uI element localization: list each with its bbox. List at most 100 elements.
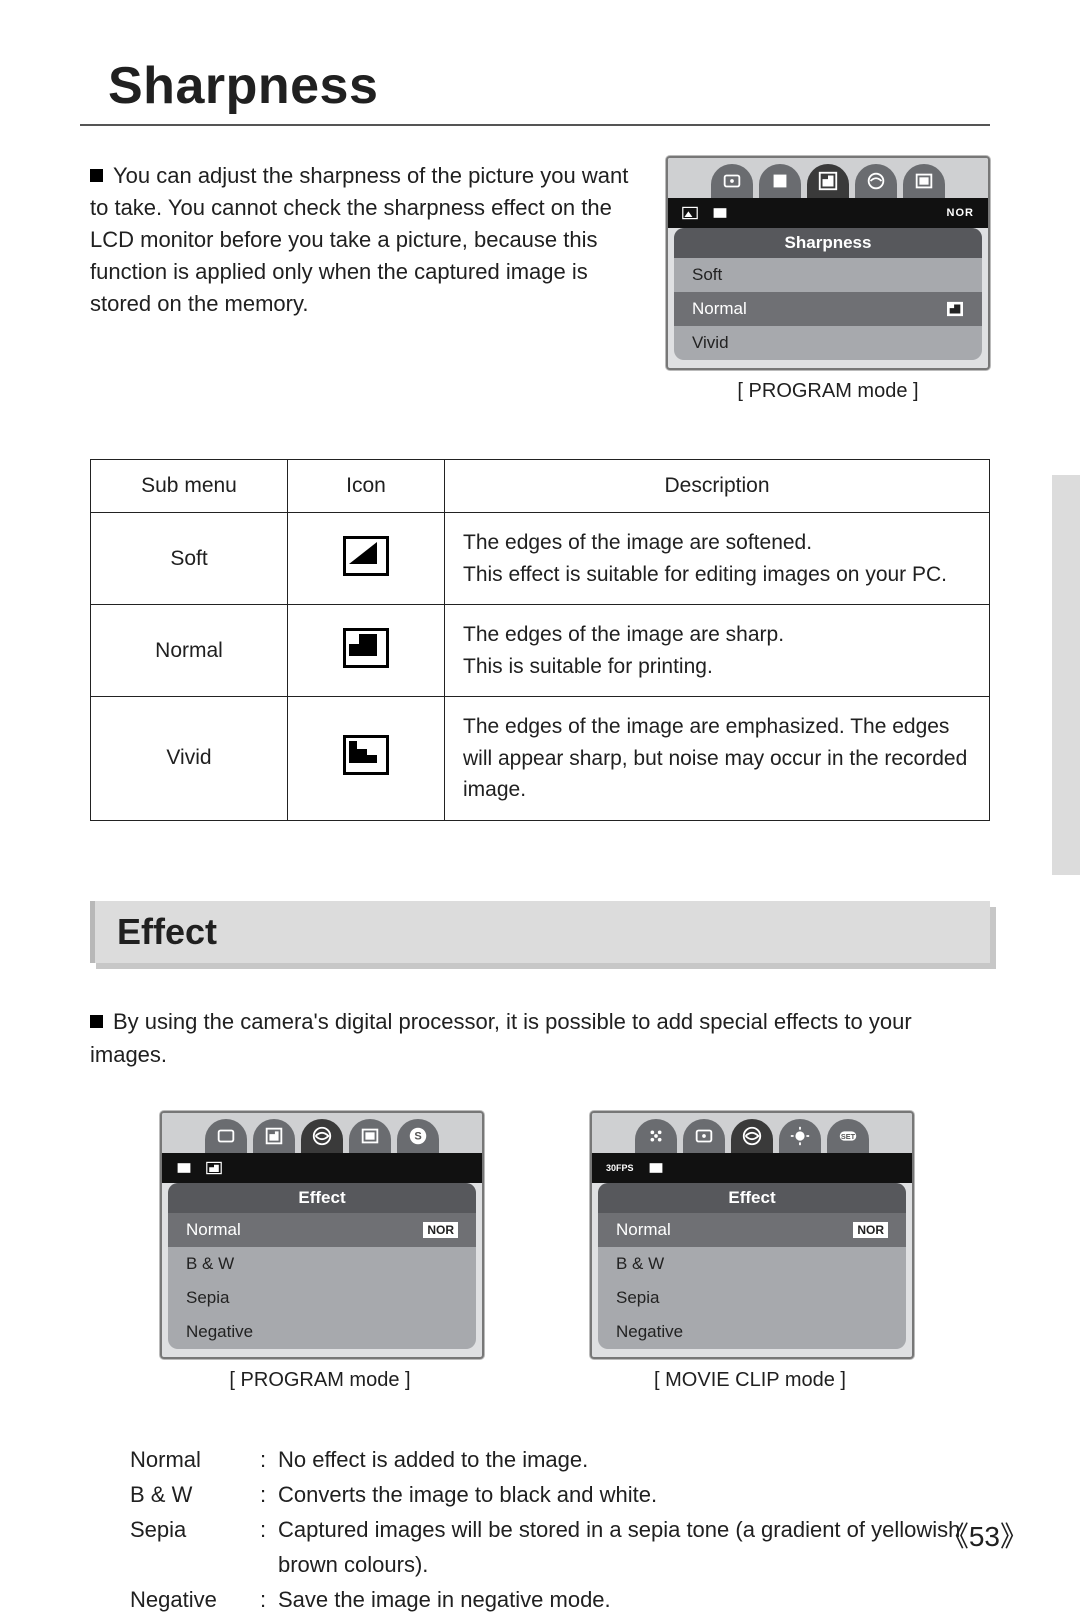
table-row: Normal The edges of the image are sharp.… xyxy=(91,605,990,697)
lcd-tab-icon xyxy=(253,1119,295,1153)
table-cell-desc: The edges of the image are emphasized. T… xyxy=(445,697,990,821)
definition-desc: No effect is added to the image. xyxy=(278,1442,990,1477)
lcd-nor-label: NOR xyxy=(947,207,974,219)
effect-intro: By using the camera's digital processor,… xyxy=(90,1005,990,1071)
lcd-selected-tag: NOR xyxy=(423,1222,458,1238)
lcd-panel-title: Effect xyxy=(168,1183,476,1213)
lcd-blackbar: 30FPS xyxy=(592,1153,912,1183)
lcd-panel-title: Effect xyxy=(598,1183,906,1213)
page-number: 《53》 xyxy=(941,1515,1028,1555)
effect-lcd2: SET 30FPS Effect Normal NOR B & W Sepia … xyxy=(590,1111,914,1359)
lcd-tab-icon xyxy=(301,1119,343,1153)
definition-colon: : xyxy=(260,1582,278,1617)
effect-lcd-row: S Effect Normal NOR B & W Sepia Negative xyxy=(90,1111,990,1392)
mini-icon xyxy=(206,1161,222,1175)
sharpness-icon xyxy=(946,301,964,317)
sharpness-table: Sub menu Icon Description Soft The edges… xyxy=(90,459,990,821)
lcd-option-label: Normal xyxy=(692,299,747,319)
effect-lcd1-wrap: S Effect Normal NOR B & W Sepia Negative xyxy=(160,1111,480,1392)
vivid-icon xyxy=(343,735,389,775)
table-cell-desc: The edges of the image are softened. Thi… xyxy=(445,513,990,605)
lcd-option-selected: Normal xyxy=(674,292,982,326)
lcd-tab-icon xyxy=(683,1119,725,1153)
table-cell-icon xyxy=(288,697,445,821)
soft-icon xyxy=(343,536,389,576)
effect-definitions: Normal : No effect is added to the image… xyxy=(90,1442,990,1617)
lcd-option: B & W xyxy=(598,1247,906,1281)
effect-title-text: Effect xyxy=(117,911,217,953)
lcd-blackbar: NOR xyxy=(668,198,988,228)
lcd-caption: [ MOVIE CLIP mode ] xyxy=(590,1369,910,1392)
lcd-fps-label: 30FPS xyxy=(606,1163,634,1173)
table-row: Soft The edges of the image are softened… xyxy=(91,513,990,605)
table-cell-name: Vivid xyxy=(91,697,288,821)
intro-body: You can adjust the sharpness of the pict… xyxy=(90,163,628,316)
mini-icon xyxy=(682,206,698,220)
definition-row: Normal : No effect is added to the image… xyxy=(130,1442,990,1477)
definition-desc: Save the image in negative mode. xyxy=(278,1582,990,1617)
mini-icon xyxy=(176,1161,192,1175)
definition-term: Sepia xyxy=(130,1512,260,1582)
definition-row: Negative : Save the image in negative mo… xyxy=(130,1582,990,1617)
definition-desc: Captured images will be stored in a sepi… xyxy=(278,1512,990,1582)
lcd-panel: Effect Normal NOR B & W Sepia Negative xyxy=(598,1183,906,1349)
lcd-option: Negative xyxy=(168,1315,476,1349)
lcd-tab-icon: S xyxy=(397,1119,439,1153)
table-cell-icon xyxy=(288,513,445,605)
title-area: Sharpness xyxy=(90,24,990,126)
sharpness-lcd: NOR Sharpness Soft Normal Vivid xyxy=(666,156,990,370)
lcd-tab-icon xyxy=(903,164,945,198)
effect-intro-text: By using the camera's digital processor,… xyxy=(90,1009,912,1067)
lcd-panel: Sharpness Soft Normal Vivid xyxy=(674,228,982,360)
lcd-option: Vivid xyxy=(674,326,982,360)
lcd-option: Soft xyxy=(674,258,982,292)
lcd-tab-icon xyxy=(205,1119,247,1153)
lcd-tabs xyxy=(668,158,988,198)
lcd-option: Sepia xyxy=(168,1281,476,1315)
svg-text:SET: SET xyxy=(841,1131,856,1140)
table-cell-desc: The edges of the image are sharp. This i… xyxy=(445,605,990,697)
svg-text:S: S xyxy=(414,1130,421,1142)
lcd-panel-title: Sharpness xyxy=(674,228,982,258)
effect-lcd2-wrap: SET 30FPS Effect Normal NOR B & W Sepia … xyxy=(590,1111,910,1392)
lcd-option: B & W xyxy=(168,1247,476,1281)
definition-desc: Converts the image to black and white. xyxy=(278,1477,990,1512)
page-title: Sharpness xyxy=(108,56,378,116)
lcd-tab-icon xyxy=(635,1119,677,1153)
table-header: Sub menu xyxy=(91,460,288,513)
bullet-icon xyxy=(90,1015,103,1028)
lcd-tabs: SET xyxy=(592,1113,912,1153)
lcd-tab-icon xyxy=(731,1119,773,1153)
table-cell-icon xyxy=(288,605,445,697)
table-header: Icon xyxy=(288,460,445,513)
side-tab xyxy=(1052,475,1080,875)
lcd-tab-icon xyxy=(779,1119,821,1153)
lcd-tabs: S xyxy=(162,1113,482,1153)
definition-row: Sepia : Captured images will be stored i… xyxy=(130,1512,990,1582)
lcd-panel: Effect Normal NOR B & W Sepia Negative xyxy=(168,1183,476,1349)
table-cell-name: Soft xyxy=(91,513,288,605)
normal-icon xyxy=(343,628,389,668)
table-header: Description xyxy=(445,460,990,513)
table-row: Vivid The edges of the image are emphasi… xyxy=(91,697,990,821)
definition-term: B & W xyxy=(130,1477,260,1512)
lcd-caption: [ PROGRAM mode ] xyxy=(160,1369,480,1392)
lcd-tab-icon xyxy=(349,1119,391,1153)
definition-colon: : xyxy=(260,1477,278,1512)
definition-term: Negative xyxy=(130,1582,260,1617)
mini-icon xyxy=(648,1161,664,1175)
definition-colon: : xyxy=(260,1512,278,1582)
lcd-caption: [ PROGRAM mode ] xyxy=(666,380,990,403)
lcd-tab-icon: SET xyxy=(827,1119,869,1153)
intro-text: You can adjust the sharpness of the pict… xyxy=(90,156,636,319)
lcd-option-selected: Normal NOR xyxy=(168,1213,476,1247)
lcd-tab-icon xyxy=(855,164,897,198)
page: Sharpness You can adjust the sharpness o… xyxy=(0,0,1080,1585)
lcd-option: Negative xyxy=(598,1315,906,1349)
table-header-row: Sub menu Icon Description xyxy=(91,460,990,513)
table-cell-name: Normal xyxy=(91,605,288,697)
lcd-option-label: Normal xyxy=(186,1220,241,1240)
lcd-tab-icon xyxy=(807,164,849,198)
definition-colon: : xyxy=(260,1442,278,1477)
definition-row: B & W : Converts the image to black and … xyxy=(130,1477,990,1512)
